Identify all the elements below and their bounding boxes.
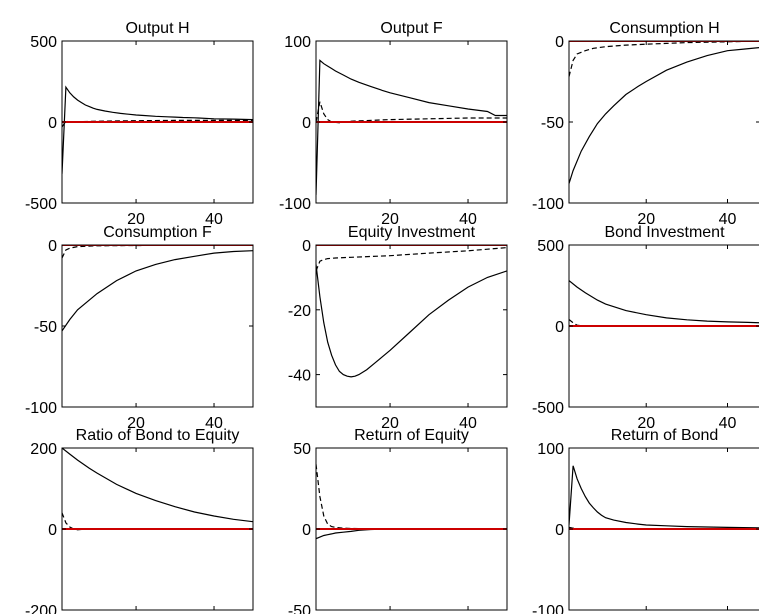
panel-title: Output H [125, 20, 189, 37]
y-tick-label: 500 [537, 238, 564, 255]
x-tick-label: 20 [127, 415, 145, 432]
x-tick-label: 40 [719, 415, 737, 432]
subplot-4: Consumption F 20 40 0 -50 -100 [25, 224, 254, 432]
x-tick-label: 40 [459, 211, 477, 228]
x-tick-label: 20 [381, 211, 399, 228]
plot-area [62, 245, 253, 407]
series-group [569, 465, 759, 530]
subplot-3: Consumption H 20 40 0 -50 -100 [532, 20, 759, 228]
x-tick-label: 20 [127, 211, 145, 228]
y-tick-label: -100 [279, 196, 311, 213]
y-tick-label: -100 [532, 603, 564, 614]
y-tick-label: 100 [284, 34, 311, 51]
series-group [62, 85, 253, 174]
y-tick-label: 0 [555, 522, 564, 539]
solid-response-line [62, 250, 253, 332]
subplot-2: Output F 20 40 100 0 -100 [279, 20, 508, 228]
panel-title: Bond Investment [604, 224, 725, 241]
y-tick-label: -50 [541, 115, 564, 132]
plot-area [316, 245, 507, 407]
y-tick-label: -50 [34, 319, 57, 336]
panel-title: Consumption F [103, 224, 212, 241]
y-tick-label: -50 [288, 603, 311, 614]
subplot-5: Equity Investment 20 40 0 -20 -40 [288, 224, 508, 432]
subplot-9: Return of Bond20401000-100 [532, 427, 759, 614]
x-tick-label: 40 [459, 415, 477, 432]
panel-title: Output F [380, 20, 442, 37]
y-tick-label: 0 [555, 34, 564, 51]
dashed-response-line [316, 247, 507, 272]
y-tick-label: -20 [288, 303, 311, 320]
plot-area [569, 41, 759, 203]
y-tick-label: -500 [532, 400, 564, 417]
panel-title: Equity Investment [348, 224, 476, 241]
panel-title: Return of Bond [611, 427, 719, 444]
solid-response-line [569, 280, 759, 324]
x-tick-label: 40 [205, 211, 223, 228]
y-tick-label: 100 [537, 441, 564, 458]
solid-response-line [62, 448, 253, 523]
y-tick-label: 500 [30, 34, 57, 51]
y-tick-label: 0 [302, 238, 311, 255]
solid-response-line [569, 465, 759, 529]
y-tick-label: 0 [48, 238, 57, 255]
y-tick-label: 0 [48, 522, 57, 539]
dashed-response-line [569, 41, 759, 77]
y-tick-label: -100 [532, 196, 564, 213]
subplot-6: Bond Investment 20 40 500 0 -500 [532, 224, 759, 432]
panel-title: Consumption H [609, 20, 719, 37]
y-tick-label: 0 [302, 115, 311, 132]
x-tick-label: 20 [637, 415, 655, 432]
panel-title: Ratio of Bond to Equity [76, 427, 240, 444]
y-tick-label: 50 [293, 441, 311, 458]
x-tick-label: 20 [381, 415, 399, 432]
y-tick-label: 0 [555, 319, 564, 336]
x-tick-label: 40 [719, 211, 737, 228]
y-tick-label: -40 [288, 368, 311, 385]
subplot-1: Output H 20 40 500 0 -500 [25, 20, 254, 228]
y-tick-label: 0 [48, 115, 57, 132]
subplot-8: Return of Equity2040500-50 [288, 427, 508, 614]
y-tick-label: -500 [25, 196, 57, 213]
series-group [569, 280, 759, 327]
solid-response-line [316, 264, 507, 378]
series-group [316, 464, 507, 540]
axes-box [315, 244, 508, 408]
series-group [316, 59, 507, 195]
solid-response-line [569, 46, 759, 184]
solid-response-line [62, 85, 253, 174]
y-tick-label: 0 [302, 522, 311, 539]
x-tick-label: 40 [205, 415, 223, 432]
subplot-7: Ratio of Bond to Equity20402000-200 [25, 427, 254, 614]
y-tick-label: 200 [30, 441, 57, 458]
series-group [62, 448, 253, 531]
series-group [316, 245, 507, 378]
panel-title: Return of Equity [354, 427, 469, 444]
series-group [569, 41, 759, 184]
y-tick-label: -100 [25, 400, 57, 417]
solid-response-line [316, 59, 507, 195]
x-tick-label: 20 [637, 211, 655, 228]
y-tick-label: -200 [25, 603, 57, 614]
